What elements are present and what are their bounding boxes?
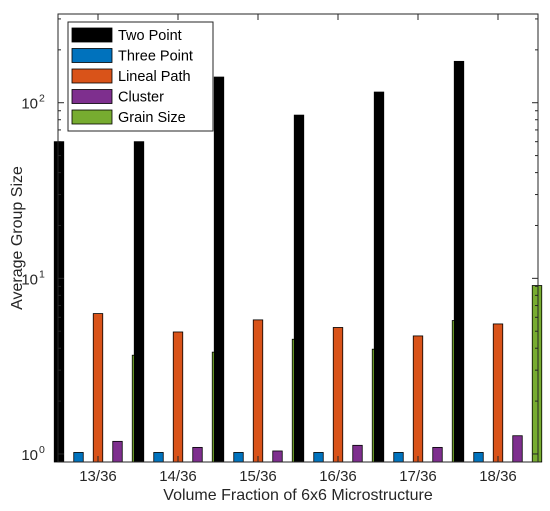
bar-lineal-path-1 <box>92 313 104 463</box>
bar-two-point-5 <box>373 91 385 463</box>
bar-two-point-2 <box>133 141 145 463</box>
bar-cluster-3 <box>272 450 283 463</box>
x-tick-label: 17/36 <box>399 468 437 485</box>
bar-lineal-path-3 <box>252 319 264 463</box>
bar-cluster-1 <box>112 440 123 463</box>
x-tick-label: 15/36 <box>239 468 277 485</box>
bar-three-point-6 <box>473 452 484 463</box>
y-tick-exponent: 1 <box>39 268 45 280</box>
bar-lineal-path-6 <box>492 323 504 463</box>
bar-three-point-2 <box>153 452 164 463</box>
bar-two-point-4 <box>293 114 305 463</box>
y-axis-title: Average Group Size <box>9 166 26 310</box>
y-tick-label: 10 <box>21 271 38 288</box>
legend-label-two-point: Two Point <box>118 28 182 44</box>
bar-lineal-path-4 <box>332 327 344 463</box>
legend-swatch-three-point <box>71 48 113 63</box>
x-axis-title: Volume Fraction of 6x6 Microstructure <box>163 487 433 504</box>
bar-three-point-5 <box>393 452 404 463</box>
legend: Two Point Three Point Lineal Path Cluster Gr… <box>67 21 214 132</box>
legend-swatch-lineal-path <box>71 68 113 84</box>
bar-lineal-path-5 <box>412 335 424 463</box>
axes <box>57 13 539 463</box>
legend-label-three-point: Three Point <box>118 49 193 65</box>
bar-two-point-3 <box>213 76 225 463</box>
bar-two-point-6 <box>453 60 465 463</box>
bar-three-point-3 <box>233 452 244 463</box>
bar-lineal-path-2 <box>172 331 184 463</box>
bar-cluster-5 <box>432 446 443 463</box>
axes-box <box>57 13 539 463</box>
bar-grain-size-6 <box>531 285 543 463</box>
bar-cluster-6 <box>512 435 523 463</box>
legend-swatch-grain-size <box>71 109 113 125</box>
bar-two-point-1 <box>53 141 65 463</box>
y-tick-label: 10 <box>21 96 38 113</box>
bar-cluster-4 <box>352 444 363 463</box>
legend-label-lineal-path: Lineal Path <box>118 69 191 85</box>
bar-three-point-1 <box>73 452 84 463</box>
x-tick-label: 14/36 <box>159 468 197 485</box>
x-tick-labels: 13/36 14/36 15/36 16/36 17/36 18/36 <box>79 468 517 485</box>
y-tick-exponent: 2 <box>39 93 45 105</box>
x-tick-label: 16/36 <box>319 468 357 485</box>
x-tick-label: 18/36 <box>479 468 517 485</box>
legend-label-grain-size: Grain Size <box>118 110 186 126</box>
legend-swatch-two-point <box>71 27 113 43</box>
y-tick-label: 10 <box>21 447 38 464</box>
bar-three-point-4 <box>313 452 324 463</box>
x-tick-label: 13/36 <box>79 468 117 485</box>
legend-label-cluster: Cluster <box>118 90 164 106</box>
bar-cluster-2 <box>192 446 203 463</box>
legend-swatch-cluster <box>71 89 113 104</box>
y-tick-exponent: 0 <box>39 444 45 456</box>
